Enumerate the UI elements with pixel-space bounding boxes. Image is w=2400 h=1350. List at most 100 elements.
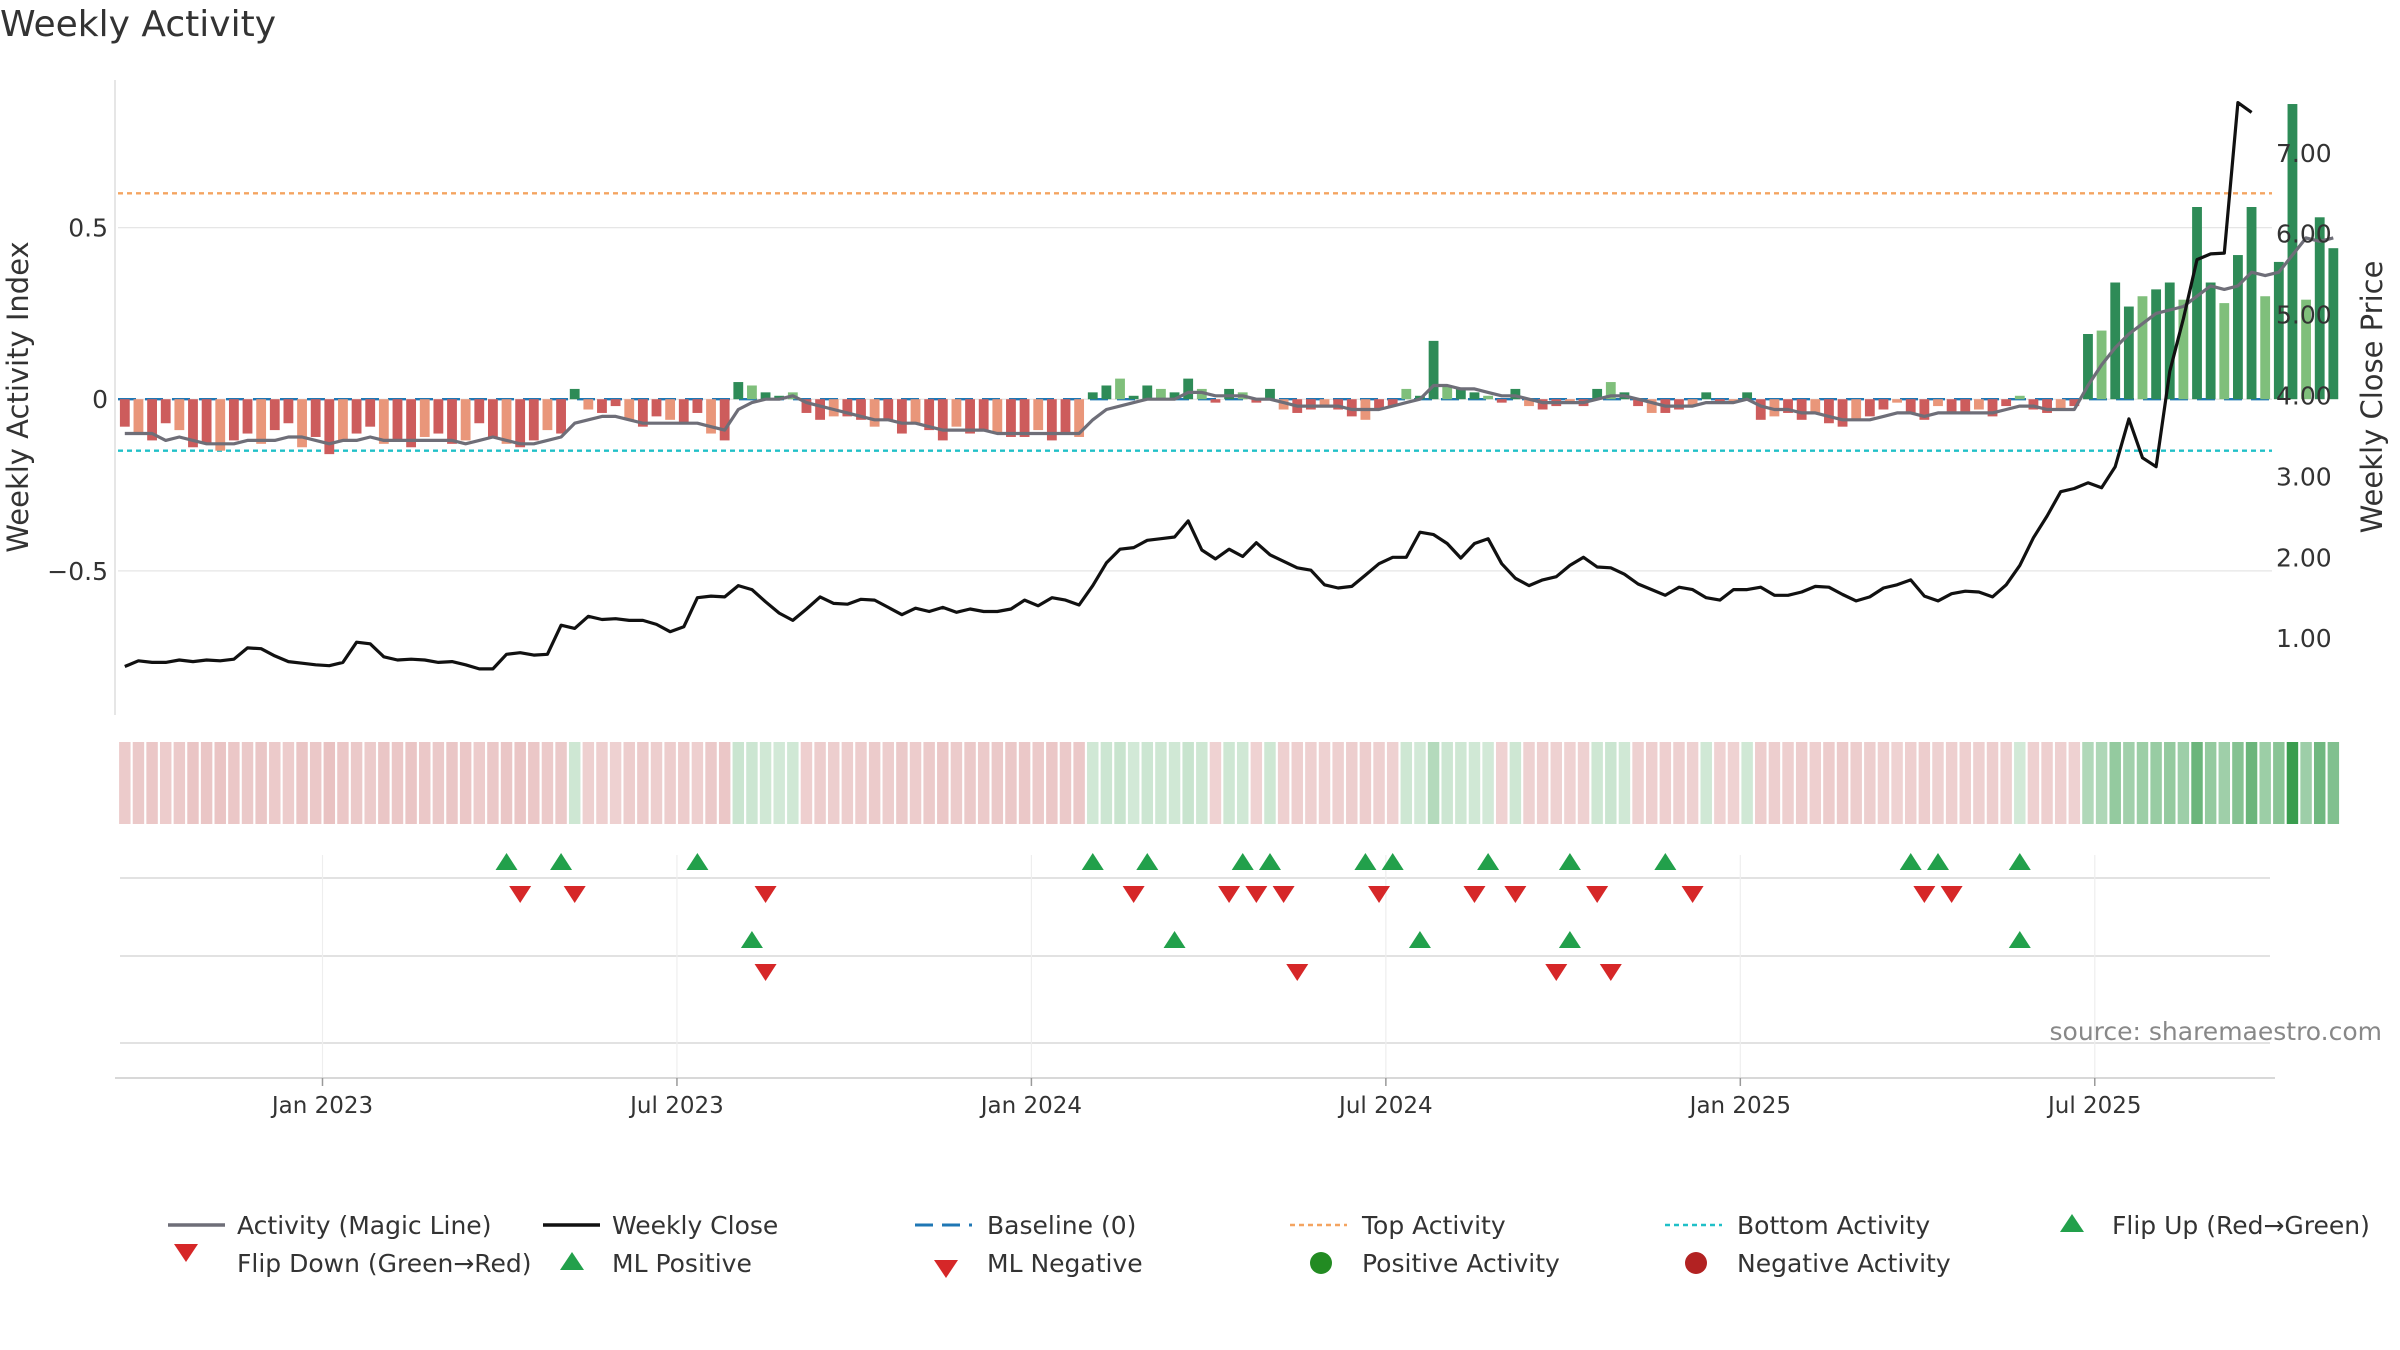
ml-negative-marker [1545, 964, 1568, 981]
strip-cell [1945, 742, 1958, 824]
strip-cell [868, 742, 881, 824]
activity-bar [1824, 399, 1834, 424]
x-tick-label: Jan 2024 [979, 1093, 1082, 1119]
activity-bar [2123, 306, 2134, 400]
strip-cell [1196, 742, 1208, 824]
activity-bar [1483, 395, 1494, 400]
strip-cell [1836, 742, 1849, 824]
strip-cell [1591, 742, 1603, 824]
activity-bar [392, 399, 403, 441]
strip-cell [419, 742, 431, 824]
strip-cell [2286, 742, 2299, 824]
strip-cell [1741, 742, 1753, 824]
activity-bar [501, 399, 512, 444]
activity-bar [406, 399, 417, 448]
strip-cell [664, 742, 676, 824]
y-axis-ticks: 0.5 0 −0.5 [47, 214, 108, 586]
strip-cell [1918, 742, 1931, 824]
activity-bar [1006, 399, 1016, 437]
activity-bar [1796, 399, 1807, 420]
strip-cell [432, 742, 445, 824]
activity-bar [160, 399, 171, 424]
strip-cell [937, 742, 949, 824]
strip-cell [787, 742, 799, 824]
activity-bar [965, 399, 975, 434]
activity-bar [1428, 340, 1439, 400]
strip-cell [255, 742, 267, 824]
flip-down-marker [1218, 886, 1241, 903]
activity-bar [133, 399, 144, 434]
activity-bar [1128, 395, 1139, 400]
activity-bar [365, 399, 376, 427]
strip-cell [1482, 742, 1494, 824]
activity-bar [2233, 255, 2243, 400]
y-tick-label: 0 [92, 385, 108, 414]
strip-cell [814, 742, 826, 824]
legend-flip-down-swatch [174, 1244, 198, 1262]
activity-bar [1060, 399, 1071, 434]
activity-bar [1987, 399, 1998, 417]
activity-bar [1605, 382, 1616, 400]
strip-cell [1782, 742, 1794, 824]
strip-cell [732, 742, 745, 824]
strip-cell [119, 742, 131, 824]
activity-bar [760, 392, 771, 400]
strip-cell [1850, 742, 1862, 824]
strip-cell [541, 742, 554, 824]
legend-item-weekly-close: Weekly Close [543, 1211, 778, 1240]
strip-cell [1291, 742, 1303, 824]
activity-bar [119, 399, 130, 427]
strip-cell [555, 742, 567, 824]
strip-cell [146, 742, 158, 824]
strip-cell [2232, 742, 2244, 824]
activity-bar [1510, 388, 1521, 400]
activity-bar [1674, 399, 1684, 410]
activity-bar [1442, 385, 1453, 400]
strip-cell [1659, 742, 1672, 824]
x-tick-label: Jul 2024 [1337, 1093, 1433, 1119]
activity-bar [610, 399, 621, 407]
activity-bar [719, 399, 730, 441]
legend-item-top-activity: Top Activity [1290, 1211, 1506, 1240]
signal-markers [495, 853, 2031, 981]
activity-bar [1046, 399, 1057, 441]
flip-up-marker [1136, 853, 1159, 870]
activity-bar [883, 399, 894, 420]
activity-bar [324, 399, 335, 455]
y2-tick-label: 5.00 [2276, 301, 2332, 330]
strip-cell [350, 742, 363, 824]
activity-bar [1251, 399, 1262, 403]
flip-up-marker [495, 853, 518, 870]
strip-cell [2136, 742, 2149, 824]
activity-bar [924, 399, 935, 431]
strip-cell [1645, 742, 1658, 824]
activity-bar [1115, 378, 1125, 400]
y-axis-label: Weekly Activity Index [1, 241, 35, 552]
strip-cell [1346, 742, 1358, 824]
strip-cell [1032, 742, 1044, 824]
activity-bar [1169, 392, 1180, 400]
strip-cell [609, 742, 622, 824]
activity-bar [174, 399, 185, 431]
strip-cell [1277, 742, 1290, 824]
activity-bar [1319, 399, 1330, 407]
ml-positive-marker [1163, 931, 1186, 948]
strip-cell [1414, 742, 1426, 824]
strip-cell [923, 742, 935, 824]
activity-bar [1592, 388, 1603, 400]
strip-cell [773, 742, 785, 824]
activity-bar [1537, 399, 1548, 410]
activity-bar [528, 399, 539, 441]
strip-cell [841, 742, 854, 824]
legend-item-magic-line: Activity (Magic Line) [168, 1211, 491, 1240]
activity-bar [515, 399, 526, 448]
activity-bar [1933, 399, 1943, 407]
strip-cell [1141, 742, 1154, 824]
main-gridlines [118, 226, 2272, 572]
strip-cell [1891, 742, 1903, 824]
activity-bar [1755, 399, 1766, 420]
activity-bar [2314, 217, 2325, 400]
strip-cell [1468, 742, 1481, 824]
activity-bar [2042, 399, 2052, 413]
activity-bar [1851, 399, 1862, 420]
